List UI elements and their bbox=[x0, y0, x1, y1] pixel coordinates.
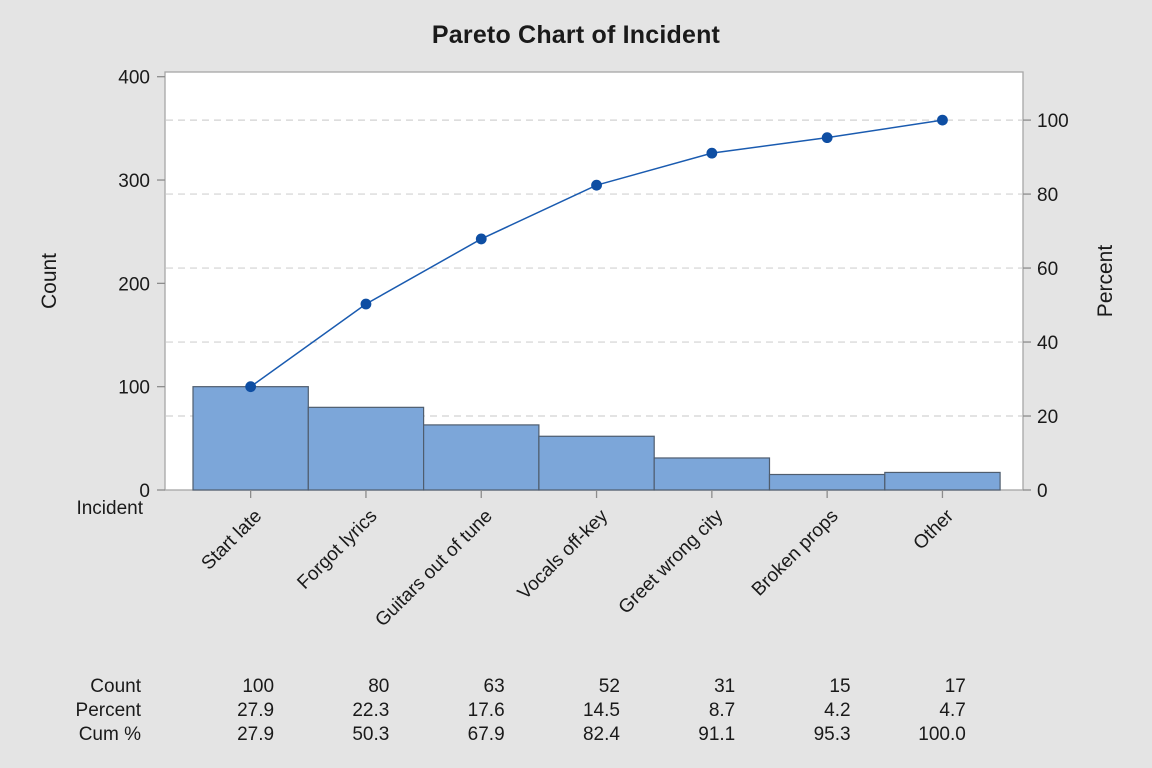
category-label-4: Greet wrong city bbox=[615, 505, 728, 618]
percent-axis-tick-label: 0 bbox=[1037, 481, 1048, 502]
category-label-5: Broken props bbox=[748, 506, 843, 601]
x-axis-title: Incident bbox=[76, 498, 143, 519]
table-cell-r1-c0: 27.9 bbox=[237, 700, 274, 721]
bar-0 bbox=[192, 386, 309, 491]
table-cell-r0-c4: 31 bbox=[714, 676, 735, 697]
cumulative-point-0 bbox=[245, 381, 257, 393]
table-cell-r2-c4: 91.1 bbox=[698, 724, 735, 745]
bar-1 bbox=[307, 406, 425, 491]
bar-3 bbox=[538, 435, 655, 491]
table-cell-r2-c6: 100.0 bbox=[918, 724, 966, 745]
category-label-3: Vocals off-key bbox=[514, 505, 613, 604]
table-cell-r2-c5: 95.3 bbox=[814, 724, 851, 745]
cumulative-point-1 bbox=[360, 298, 372, 310]
cumulative-point-6 bbox=[937, 114, 948, 126]
bar-4 bbox=[653, 457, 771, 491]
cumulative-point-2 bbox=[475, 233, 487, 245]
percent-axis-tick-label: 60 bbox=[1037, 259, 1058, 280]
table-cell-r1-c4: 8.7 bbox=[709, 700, 735, 721]
bar-6 bbox=[884, 471, 1001, 491]
bar-2 bbox=[423, 424, 540, 491]
percent-axis-tick-label: 20 bbox=[1037, 407, 1058, 428]
percent-axis-tick-label: 100 bbox=[1037, 111, 1069, 132]
category-label-0: Start late bbox=[198, 506, 267, 575]
table-cell-r2-c3: 82.4 bbox=[583, 724, 620, 745]
percent-axis-tick-label: 40 bbox=[1037, 333, 1058, 354]
count-axis-tick-label: 100 bbox=[118, 378, 150, 399]
category-label-1: Forgot lyrics bbox=[293, 506, 381, 594]
table-row-label-2: Cum % bbox=[79, 724, 141, 745]
table-cell-r2-c0: 27.9 bbox=[237, 724, 274, 745]
chart-title: Pareto Chart of Incident bbox=[431, 21, 721, 49]
table-cell-r0-c2: 63 bbox=[484, 676, 505, 697]
table-cell-r2-c2: 67.9 bbox=[468, 724, 505, 745]
table-cell-r1-c5: 4.2 bbox=[824, 700, 850, 721]
count-axis-tick-label: 400 bbox=[118, 68, 150, 89]
table-cell-r0-c3: 52 bbox=[599, 676, 620, 697]
table-row-label-1: Percent bbox=[76, 700, 142, 721]
category-label-6: Other bbox=[910, 505, 959, 554]
count-axis-tick-label: 200 bbox=[118, 274, 150, 295]
table-row-label-0: Count bbox=[90, 676, 141, 697]
percent-axis-tick-label: 80 bbox=[1037, 185, 1058, 206]
table-cell-r1-c3: 14.5 bbox=[583, 700, 620, 721]
table-cell-r2-c1: 50.3 bbox=[352, 724, 389, 745]
count-axis-tick-label: 0 bbox=[139, 481, 150, 502]
cumulative-point-5 bbox=[821, 132, 833, 144]
bar-5 bbox=[768, 473, 886, 491]
table-cell-r0-c6: 17 bbox=[945, 676, 966, 697]
cumulative-point-3 bbox=[591, 179, 602, 191]
table-cell-r0-c0: 100 bbox=[242, 676, 274, 697]
count-axis-tick-label: 300 bbox=[118, 171, 150, 192]
table-cell-r1-c2: 17.6 bbox=[468, 700, 505, 721]
table-cell-r1-c1: 22.3 bbox=[352, 700, 389, 721]
table-cell-r0-c1: 80 bbox=[368, 676, 389, 697]
category-label-2: Guitars out of tune bbox=[371, 506, 496, 631]
table-cell-r0-c5: 15 bbox=[829, 676, 850, 697]
table-cell-r1-c6: 4.7 bbox=[939, 700, 965, 721]
cumulative-point-4 bbox=[706, 147, 718, 159]
